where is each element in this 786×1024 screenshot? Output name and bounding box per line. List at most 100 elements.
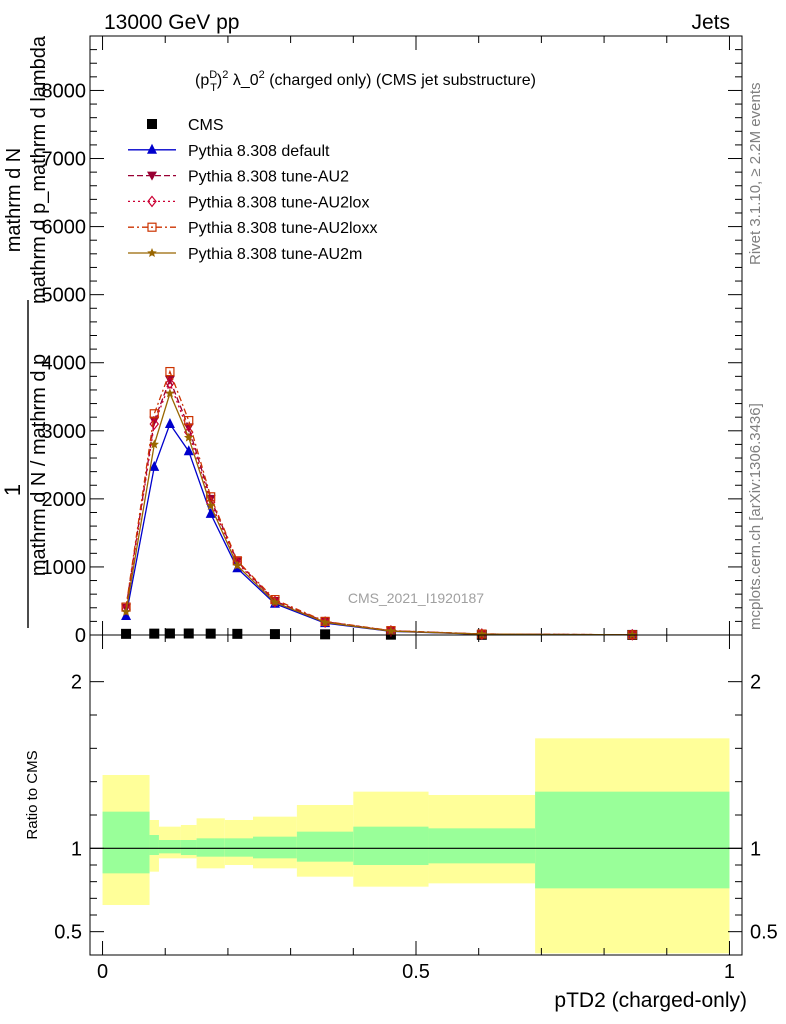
data-point	[184, 432, 194, 442]
ratio-y-tick-label: 0.5	[54, 922, 82, 944]
x-axis-label: pTD2 (charged-only)	[554, 989, 747, 1012]
rivet-version-label: Rivet 3.1.10, ≥ 2.2M events	[747, 83, 764, 266]
data-point	[121, 628, 132, 639]
legend-entry: Pythia 8.308 tune-AU2	[128, 169, 349, 186]
y-label-denominator: mathrm d N / mathrm d p	[28, 354, 50, 576]
ratio-y-axis-label: Ratio to CMS	[24, 750, 41, 839]
stat-uncertainty-band	[353, 826, 429, 865]
legend-swatch-marker	[147, 143, 157, 154]
ratio-y-tick-label-right: 1	[750, 838, 761, 860]
main-plot-ticks: 0 1000 2000 3000 4000 5000 6000 7000 8000	[42, 36, 742, 647]
data-point	[184, 415, 194, 426]
data-point	[149, 439, 159, 449]
legend-entry: Pythia 8.308 default	[128, 143, 330, 160]
data-point	[232, 560, 243, 570]
legend: CMS Pythia 8.308 default Pythia 8.308 tune…	[128, 117, 377, 263]
y-tick-label: 0	[75, 625, 86, 647]
y-tick-label: 7000	[42, 149, 87, 171]
data-point	[149, 416, 160, 426]
legend-label: Pythia 8.308 tune-AU2lox	[188, 194, 369, 211]
legend-label: Pythia 8.308 default	[188, 143, 330, 160]
ratio-y-tick-label: 1	[71, 838, 82, 860]
ratio-bands	[90, 738, 742, 954]
data-point	[627, 629, 637, 639]
stat-uncertainty-band	[102, 811, 150, 874]
stat-uncertainty-band	[296, 831, 354, 862]
data-point	[149, 418, 160, 430]
data-point	[164, 628, 175, 639]
data-point	[165, 377, 175, 390]
data-point	[183, 445, 194, 456]
header-jets-label: Jets	[691, 11, 730, 34]
stat-uncertainty-band	[224, 838, 253, 857]
y-label-right-denominator: mathrm d p_mathrm d lambda	[28, 35, 50, 304]
data-point	[165, 388, 175, 398]
stat-uncertainty-band	[196, 838, 225, 857]
data-point	[183, 628, 194, 639]
legend-entry: Pythia 8.308 tune-AU2loxx	[128, 220, 377, 237]
data-point	[149, 409, 159, 419]
series-line	[125, 381, 633, 636]
legend-swatch-marker	[147, 195, 157, 208]
plot-title: (pD T)2 λ_02 (charged only) (CMS jet subs…	[195, 69, 536, 94]
legend-swatch-marker	[147, 248, 157, 257]
legend-label: Pythia 8.308 tune-AU2	[188, 169, 349, 186]
main-y-axis-label: 1 mathrm d N / mathrm d p mathrm d N mat…	[0, 35, 50, 628]
data-point	[164, 417, 175, 428]
y-tick-label: 4000	[42, 353, 87, 375]
data-point	[477, 629, 487, 639]
legend-swatch-marker	[147, 119, 157, 129]
data-point	[205, 507, 216, 518]
data-point	[232, 628, 243, 639]
ratio-y-tick-label-right: 2	[750, 672, 761, 694]
data-point	[386, 624, 396, 637]
y-tick-label: 5000	[42, 285, 87, 307]
ratio-plot-ticks: 0.5 0.5 1 1 2 2 0 0.5 1	[54, 635, 778, 983]
data-point	[320, 629, 331, 640]
y-tick-label: 1000	[42, 557, 87, 579]
y-label-right-numerator: mathrm d N	[3, 148, 25, 252]
y-tick-label: 8000	[42, 80, 87, 102]
main-plot-series	[121, 366, 638, 641]
series-5	[121, 388, 637, 639]
ratio-plot: 0.5 0.5 1 1 2 2 0 0.5 1	[54, 634, 778, 983]
data-point	[269, 629, 280, 640]
data-point	[149, 628, 160, 639]
legend-label: Pythia 8.308 tune-AU2loxx	[188, 220, 377, 237]
data-point	[320, 617, 330, 627]
y-tick-label: 2000	[42, 489, 87, 511]
stat-uncertainty-band	[149, 835, 159, 855]
stat-uncertainty-band	[535, 791, 730, 889]
stat-uncertainty-band	[428, 828, 536, 864]
y-tick-label: 6000	[42, 217, 87, 239]
ratio-plot-frame	[89, 634, 743, 956]
data-point	[205, 500, 216, 510]
legend-swatch-marker	[147, 171, 157, 181]
legend-entry: CMS	[147, 117, 224, 134]
legend-swatch-marker	[147, 222, 157, 232]
data-point	[386, 626, 396, 636]
legend-label: CMS	[188, 117, 224, 134]
header-energy-label: 13000 GeV pp	[104, 11, 239, 34]
data-point	[121, 603, 131, 616]
legend-label: Pythia 8.308 tune-AU2m	[188, 246, 362, 263]
data-point	[270, 597, 280, 607]
stat-uncertainty-band	[253, 836, 297, 859]
legend-entry: Pythia 8.308 tune-AU2lox	[128, 194, 369, 211]
x-tick-label: 0	[97, 961, 108, 983]
stat-uncertainty-band	[180, 840, 197, 855]
data-point	[149, 460, 160, 471]
y-tick-label: 3000	[42, 421, 87, 443]
x-tick-label: 0.5	[402, 961, 430, 983]
main-plot: 0 1000 2000 3000 4000 5000 6000 7000 8000 CMS_20…	[42, 35, 743, 647]
x-tick-label: 1	[724, 961, 735, 983]
data-point	[121, 606, 131, 616]
y-label-numerator: 1	[0, 484, 25, 496]
legend-entry: Pythia 8.308 tune-AU2m	[128, 246, 362, 263]
data-point	[205, 628, 216, 639]
mcplots-label: mcplots.cern.ch [arXiv:1306.3436]	[747, 403, 764, 630]
stat-uncertainty-band	[158, 840, 181, 854]
watermark-label: CMS_2021_I1920187	[348, 590, 484, 606]
data-point	[165, 366, 175, 377]
